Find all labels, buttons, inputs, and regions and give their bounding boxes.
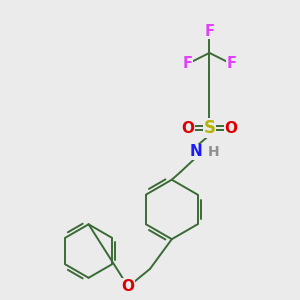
Text: F: F	[226, 56, 236, 71]
Text: H: H	[208, 145, 219, 159]
Text: O: O	[181, 121, 194, 136]
Text: O: O	[122, 279, 135, 294]
Text: F: F	[204, 24, 214, 39]
Text: F: F	[183, 56, 193, 71]
Text: O: O	[225, 121, 238, 136]
Text: S: S	[203, 119, 215, 137]
Text: N: N	[189, 145, 202, 160]
